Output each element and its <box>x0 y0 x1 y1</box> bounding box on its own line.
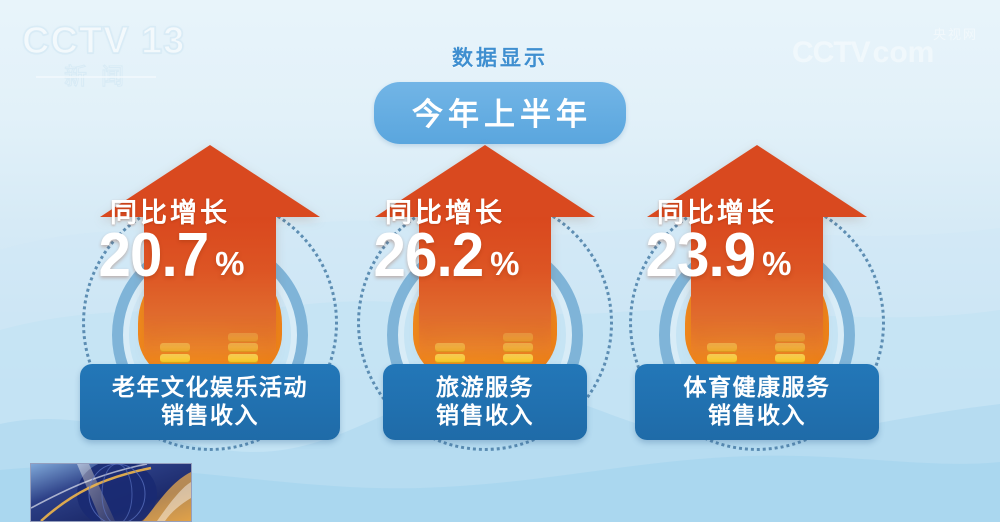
header-period-pill: 今年上半年 <box>374 82 626 144</box>
percent-sign: % <box>215 244 245 282</box>
category-label-line1: 老年文化娱乐活动 <box>112 374 308 400</box>
channel-graphic-bug <box>30 463 192 522</box>
arrow-head <box>100 145 320 217</box>
stat-card: 同比增长 20.7 % 老年文化娱乐活动 销售收入 <box>60 145 360 451</box>
growth-label: 同比增长 <box>657 198 777 228</box>
category-label-line2: 销售收入 <box>161 402 259 429</box>
growth-value: 23.9 <box>645 221 757 290</box>
category-label-box: 老年文化娱乐活动 销售收入 <box>80 364 340 441</box>
growth-value: 20.7 <box>98 221 210 290</box>
header: 数据显示 今年上半年 <box>0 42 1000 144</box>
watermark-cn-label: 央视网 <box>932 27 978 42</box>
growth-value-row: 23.9 % <box>607 221 827 290</box>
category-label-line2: 销售收入 <box>708 402 806 429</box>
arrow-head <box>375 145 595 217</box>
arrow-body <box>419 217 551 360</box>
arrow-body <box>691 217 823 360</box>
arrow-head <box>647 145 867 217</box>
growth-label: 同比增长 <box>385 198 505 228</box>
stat-card: 同比增长 23.9 % 体育健康服务 销售收入 <box>607 145 907 451</box>
growth-label: 同比增长 <box>110 198 230 228</box>
percent-sign: % <box>762 244 792 282</box>
watermark-com-text: com <box>872 36 935 69</box>
cctv13-logo-main: CCTV 13 <box>21 20 186 62</box>
growth-arrow-icon <box>100 145 320 360</box>
growth-arrow-icon <box>647 145 867 360</box>
channel-bug-artwork <box>31 464 191 521</box>
growth-value-row: 20.7 % <box>60 221 280 290</box>
growth-value: 26.2 <box>373 221 485 290</box>
category-label-box: 旅游服务 销售收入 <box>383 364 587 441</box>
category-label-line1: 体育健康服务 <box>683 374 831 400</box>
header-subtitle: 数据显示 <box>452 47 548 70</box>
cctv13-logo-rule <box>36 76 156 78</box>
category-label-line1: 旅游服务 <box>436 374 534 400</box>
cctv-com-watermark: 央视网 CCTV com <box>792 24 982 72</box>
category-label-box: 体育健康服务 销售收入 <box>635 364 879 441</box>
watermark-cctv-text: CCTV <box>792 36 871 69</box>
stat-cards-row: 同比增长 20.7 % 老年文化娱乐活动 销售收入 <box>0 145 1000 451</box>
cctv13-logo: CCTV 13 新闻 <box>21 20 222 94</box>
cctv13-logo-sub: 新闻 <box>63 63 138 89</box>
growth-value-row: 26.2 % <box>335 221 555 290</box>
percent-sign: % <box>490 244 520 282</box>
arrow-body <box>144 217 276 360</box>
growth-arrow-icon <box>375 145 595 360</box>
stat-card: 同比增长 26.2 % 旅游服务 销售收入 <box>335 145 635 451</box>
category-label-line2: 销售收入 <box>436 402 534 429</box>
